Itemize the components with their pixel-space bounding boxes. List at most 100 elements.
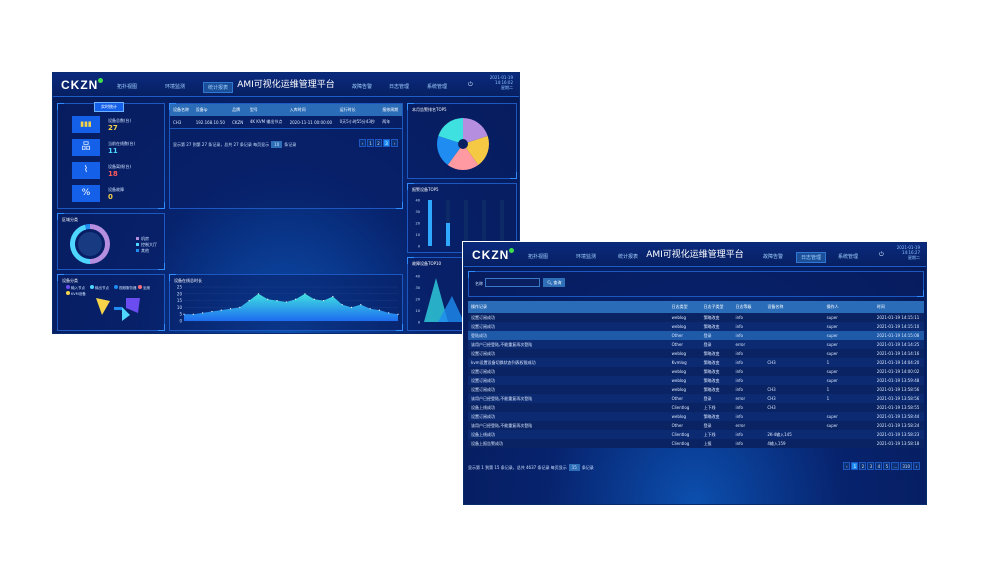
log-row[interactable]: 该用户已经登陆,不能重复再次登陆 Other 登录 error super 2021-01… <box>468 421 924 430</box>
page-button[interactable]: 1 <box>851 462 859 470</box>
log-row[interactable]: 该用户已经登陆,不能重复再次登陆 Other 登录 error CH3 1 2021-01-… <box>468 394 924 403</box>
page-size-select[interactable]: 10 <box>271 141 283 148</box>
donut-slice <box>90 224 110 264</box>
nav-tab[interactable]: 系统管理 <box>427 84 448 90</box>
nav-tab[interactable]: 环境监测 <box>576 254 597 260</box>
log-row[interactable]: 设备上线成功 Clientlog 上下线 info CH3 2021-01-19 13:5… <box>468 403 924 412</box>
column-header[interactable]: 设备名称 <box>764 301 824 313</box>
device-table: 设备名称 设备ip 品牌 型号 入库时间 运行时长 报修周期 CH3 192.168.10.50… <box>170 104 402 129</box>
legend-swatch <box>114 285 118 289</box>
power-icon[interactable]: ⏻ <box>468 81 473 88</box>
column-header[interactable]: 型号 <box>246 104 287 116</box>
panel-title: 本月告警排名TOP5 <box>412 107 447 112</box>
page-button[interactable]: 310 <box>900 462 912 470</box>
column-header[interactable]: 运行时长 <box>336 104 380 116</box>
nav-tab[interactable]: 环境监测 <box>165 84 186 90</box>
log-row[interactable]: 设置订阅成功 weblog 策略改变 info super 2021-01-19 14:0… <box>468 367 924 376</box>
column-header[interactable]: 操作记录 <box>468 301 669 313</box>
status-dot-icon <box>509 248 515 253</box>
log-row[interactable]: 登陆成功 Other 登录 info super 2021-01-19 14:15:08 <box>468 331 924 340</box>
y-tick-label: 10 <box>177 305 183 310</box>
table-cell: 4K KVM 输出节点 <box>249 119 283 124</box>
log-cell <box>764 376 823 385</box>
nav-tab[interactable]: 拓扑视图 <box>117 84 138 90</box>
legend-item: 其他 <box>136 248 149 254</box>
log-cell: super <box>826 423 838 428</box>
column-header[interactable]: 设备名称 <box>170 104 193 116</box>
nav-tab[interactable]: 日志管理 <box>796 252 827 263</box>
power-icon[interactable]: ⏻ <box>879 251 884 258</box>
nav-tab[interactable]: 日志管理 <box>389 84 410 90</box>
page-button[interactable]: 3 <box>867 462 875 470</box>
page-button[interactable]: 3 <box>383 139 390 147</box>
log-row[interactable]: 设置订阅成功 weblog 策略改变 info super 2021-01-19 13:5… <box>468 376 924 385</box>
page-button[interactable]: › <box>913 462 920 470</box>
name-search-input[interactable] <box>485 278 540 287</box>
nav-tab[interactable]: 故障告警 <box>352 84 373 90</box>
stats-dashboard-screenshot: CKZN 拓扑视图 环境监测 统计报表 AMI可视化运维管理平台 故障告警 日志管理 系统管理… <box>52 72 520 334</box>
page-button[interactable]: … <box>891 462 900 470</box>
column-header[interactable]: 时间 <box>873 301 924 313</box>
column-header[interactable]: 日志等级 <box>732 301 765 313</box>
page-button[interactable]: 2 <box>375 139 382 147</box>
nav-tab[interactable]: 统计报表 <box>203 82 234 93</box>
search-icon: 🔍︎ <box>547 280 554 285</box>
nav-tab[interactable]: 系统管理 <box>838 254 859 260</box>
clock-date: 2021-01-19 <box>896 245 920 250</box>
legend-swatch <box>136 243 139 246</box>
column-header[interactable]: 品牌 <box>229 104 247 116</box>
nav-tab[interactable]: 拓扑视图 <box>528 254 549 260</box>
column-header[interactable]: 操作人 <box>823 301 874 313</box>
log-cell: 策略改变 <box>703 377 720 383</box>
column-header[interactable]: 报修周期 <box>379 104 402 116</box>
page-button[interactable]: 4 <box>875 462 883 470</box>
log-row[interactable]: kvm设置设备切换状态列表权限成功 Kvmlog 策略改变 info CH3 1 2021-… <box>468 358 924 367</box>
log-cell: 设置订阅成功 <box>471 314 495 320</box>
realtime-stats-panel: 实时统计 ▮▮▮ 设备总数(台) 27 品 当前在线数(台) 11 ⌇ 设备离线(台) 18% 设备… <box>57 102 165 209</box>
log-row[interactable]: 设备上线成功 Clientlog 上下线 info 2K-4输入145 2021-01-1… <box>468 430 924 439</box>
data-point <box>183 313 185 315</box>
column-header[interactable]: 日志类型 <box>668 301 701 313</box>
log-cell: 策略改变 <box>703 350 720 356</box>
log-cell: 策略改变 <box>703 413 720 419</box>
clock-time: 14:16:02 <box>495 80 513 85</box>
panel-title: 区域分类 <box>62 217 78 222</box>
page-button[interactable]: 1 <box>367 139 374 147</box>
log-row[interactable]: 设置订阅成功 weblog 策略改变 info super 2021-01-19 14:1… <box>468 349 924 358</box>
nav-tab[interactable]: 故障告警 <box>763 254 784 260</box>
log-cell: info <box>735 414 743 419</box>
realtime-title-tab[interactable]: 实时统计 <box>94 102 124 112</box>
page-button[interactable]: ‹ <box>843 462 851 470</box>
data-point <box>360 304 362 306</box>
data-point <box>220 309 222 311</box>
column-header[interactable]: 入库时间 <box>286 104 337 116</box>
table-row[interactable]: CH3 192.168.10.50 CKZN 4K KVM 输出节点 2020-11-1… <box>170 116 402 129</box>
log-row[interactable]: 设备上报告警成功 Clientlog 上报 info 4输入159 2021-01-19 … <box>468 439 924 448</box>
footer-text: 条记录 <box>284 142 297 147</box>
log-cell <box>764 367 823 376</box>
log-cell: CH3 <box>767 396 776 401</box>
log-row[interactable]: 设置订阅成功 weblog 策略改变 info CH3 1 2021-01-19 13:58… <box>468 385 924 394</box>
log-cell: 2021-01-19 14:04:20 <box>876 360 920 365</box>
column-header[interactable]: 设备ip <box>192 104 230 116</box>
log-cell: weblog <box>671 414 687 419</box>
page-button[interactable]: › <box>391 139 398 147</box>
log-cell <box>764 313 823 322</box>
page-button[interactable]: ‹ <box>359 139 366 147</box>
data-point <box>229 308 232 310</box>
legend-swatch <box>66 291 70 295</box>
column-header[interactable]: 日志子类型 <box>700 301 733 313</box>
page-button[interactable]: 2 <box>859 462 867 470</box>
page-button[interactable]: 5 <box>883 462 891 470</box>
log-row[interactable]: 设置订阅成功 weblog 策略改变 info super 2021-01-19 13:5… <box>468 412 924 421</box>
search-button[interactable]: 🔍︎ 查询 <box>543 278 566 287</box>
log-row[interactable]: 该用户已经登陆,不能重复再次登陆 Other 登录 error super 2021-01… <box>468 340 924 349</box>
nav-tab[interactable]: 统计报表 <box>618 254 639 260</box>
page-size-select[interactable]: 15 <box>568 464 580 471</box>
log-cell: weblog <box>671 378 687 383</box>
logo-text: CKZN <box>61 78 99 92</box>
log-cell: 策略改变 <box>703 314 720 320</box>
log-row[interactable]: 设置订阅成功 weblog 策略改变 info super 2021-01-19 14:1… <box>468 313 924 322</box>
log-row[interactable]: 设置订阅成功 weblog 策略改变 info super 2021-01-19 14:1… <box>468 322 924 331</box>
log-cell: 策略改变 <box>703 386 720 392</box>
